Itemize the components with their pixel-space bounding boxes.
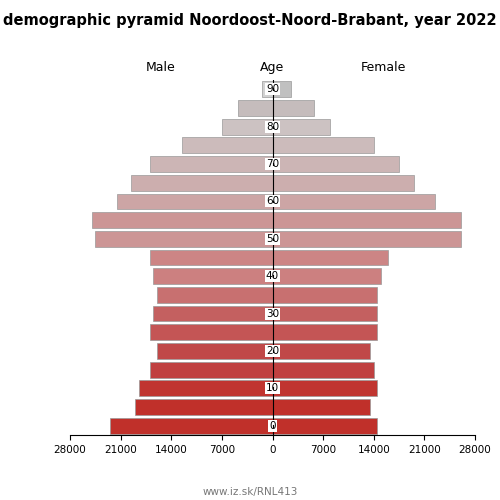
Bar — [272, 380, 378, 396]
Bar — [153, 306, 272, 322]
Text: demographic pyramid Noordoost-Noord-Brabant, year 2022: demographic pyramid Noordoost-Noord-Brab… — [3, 12, 497, 28]
Text: Female: Female — [361, 62, 406, 74]
Bar — [92, 212, 272, 228]
Bar — [135, 399, 272, 415]
Bar — [272, 324, 378, 340]
Bar — [150, 324, 272, 340]
Text: 90: 90 — [266, 84, 279, 94]
Bar — [153, 268, 272, 284]
Text: 10: 10 — [266, 384, 279, 394]
Bar — [272, 306, 378, 322]
Bar — [182, 138, 272, 154]
Bar — [238, 100, 272, 116]
Bar — [157, 343, 272, 359]
Bar — [150, 156, 272, 172]
Bar — [222, 119, 272, 134]
Text: 50: 50 — [266, 234, 279, 244]
Text: 20: 20 — [266, 346, 279, 356]
Bar — [272, 250, 388, 266]
Bar — [157, 287, 272, 303]
Bar — [117, 194, 272, 210]
Bar — [150, 362, 272, 378]
Bar — [272, 194, 435, 210]
Text: 80: 80 — [266, 122, 279, 132]
Bar — [272, 362, 374, 378]
Bar — [272, 100, 314, 116]
Text: www.iz.sk/RNL413: www.iz.sk/RNL413 — [202, 488, 298, 498]
Bar — [272, 138, 374, 154]
Bar — [272, 231, 460, 247]
Bar — [272, 82, 290, 98]
Bar — [96, 231, 272, 247]
Text: 40: 40 — [266, 271, 279, 281]
Bar — [272, 268, 381, 284]
Text: 0: 0 — [269, 420, 276, 430]
Text: 30: 30 — [266, 308, 279, 318]
Bar — [272, 399, 370, 415]
Bar — [138, 380, 272, 396]
Bar — [132, 175, 272, 190]
Bar — [272, 418, 378, 434]
Text: Age: Age — [260, 62, 284, 74]
Bar — [272, 156, 399, 172]
Text: 60: 60 — [266, 196, 279, 206]
Bar — [272, 287, 378, 303]
Bar — [272, 175, 414, 190]
Text: 70: 70 — [266, 159, 279, 169]
Bar — [262, 82, 272, 98]
Bar — [272, 212, 460, 228]
Bar — [110, 418, 272, 434]
Bar — [150, 250, 272, 266]
Bar — [272, 119, 330, 134]
Text: Male: Male — [146, 62, 176, 74]
Bar — [272, 343, 370, 359]
